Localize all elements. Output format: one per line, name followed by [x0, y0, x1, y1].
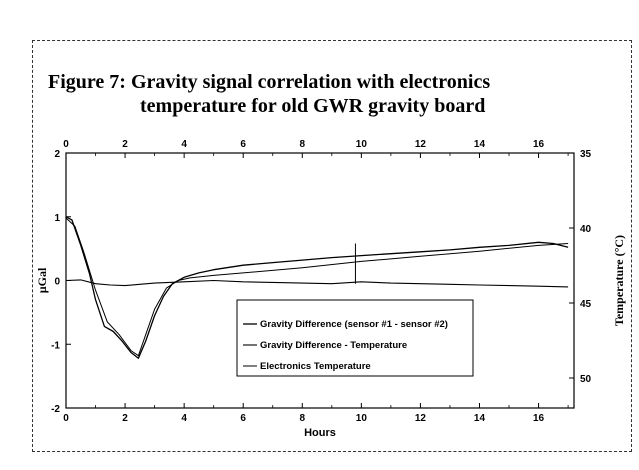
figure-border: [32, 40, 632, 452]
x-tick-label-bottom: 16: [533, 413, 545, 424]
x-tick-label-bottom: 8: [299, 413, 305, 424]
series-line-3: [65, 217, 569, 357]
legend-label-3: Electronics Temperature: [260, 361, 371, 372]
x-tick-label-top: 8: [299, 139, 305, 150]
x-tick-label-bottom: 4: [181, 413, 187, 424]
x-tick-label-bottom: 2: [122, 413, 128, 424]
y-right-axis-label: Temperature (°C): [612, 235, 626, 326]
series-line-1: [65, 216, 569, 359]
y-left-tick-label: 1: [54, 213, 60, 224]
legend-label-2: Gravity Difference - Temperature: [260, 340, 407, 351]
x-tick-label-top: 4: [181, 139, 187, 150]
x-tick-label-bottom: 12: [415, 413, 427, 424]
figure-title: Figure 7: Gravity signal correlation wit…: [48, 70, 608, 118]
x-tick-label-top: 10: [356, 139, 368, 150]
x-tick-label-bottom: 14: [474, 413, 486, 424]
y-right-tick-label: 45: [580, 299, 592, 310]
y-left-tick-label: -2: [51, 404, 60, 415]
y-left-tick-label: 2: [54, 149, 60, 160]
x-tick-label-top: 14: [474, 139, 486, 150]
x-tick-label-top: 16: [533, 139, 545, 150]
x-tick-label-bottom: 10: [356, 413, 368, 424]
figure-title-line-1: Figure 7: Gravity signal correlation wit…: [48, 71, 491, 93]
legend-label-1: Gravity Difference (sensor #1 - sensor #…: [260, 319, 448, 330]
y-right-tick-label: 50: [580, 374, 592, 385]
x-tick-label-top: 0: [63, 139, 69, 150]
y-left-axis-label: µGal: [35, 267, 49, 293]
y-right-tick-label: 40: [580, 224, 592, 235]
x-tick-label-top: 12: [415, 139, 427, 150]
x-axis-label: Hours: [304, 427, 336, 439]
legend-box: [236, 299, 474, 377]
y-right-tick-label: 35: [580, 149, 592, 160]
x-tick-label-top: 6: [240, 139, 246, 150]
x-tick-label-bottom: 0: [63, 413, 69, 424]
x-tick-label-bottom: 6: [240, 413, 246, 424]
figure-title-line-2: temperature for old GWR gravity board: [140, 95, 486, 117]
y-left-tick-label: 0: [54, 277, 60, 288]
y-left-tick-label: -1: [51, 340, 60, 351]
series-line-2: [65, 279, 569, 288]
x-tick-label-top: 2: [122, 139, 128, 150]
